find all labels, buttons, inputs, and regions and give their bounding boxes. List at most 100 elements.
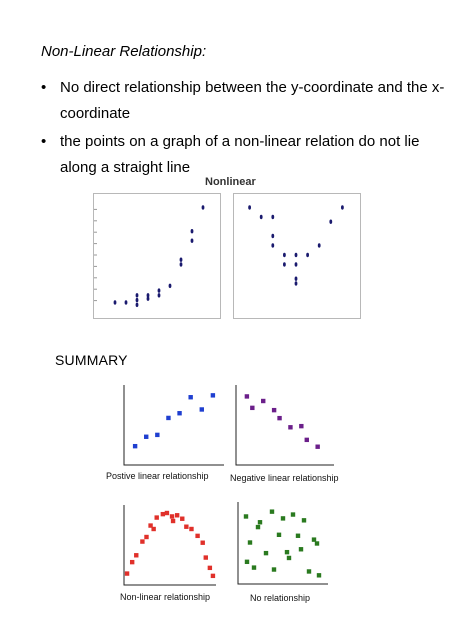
chart-axes — [237, 502, 328, 585]
data-point — [271, 567, 277, 572]
data-point — [306, 252, 309, 258]
section-heading-text: Non-Linear Relationship — [41, 43, 202, 60]
data-point — [255, 524, 261, 530]
nonlinear-chart-right-plot — [248, 205, 344, 286]
nonlinear-chart-left — [93, 193, 221, 319]
data-point — [316, 573, 322, 578]
data-point — [271, 214, 275, 220]
data-point — [166, 415, 171, 421]
data-point — [298, 547, 304, 552]
data-point — [261, 398, 266, 404]
data-point — [244, 559, 250, 565]
nonlinear-figure-title: Nonlinear — [205, 176, 256, 188]
data-point — [284, 549, 290, 555]
data-point — [203, 555, 208, 560]
data-point — [283, 252, 286, 258]
data-point — [304, 437, 309, 443]
data-point — [144, 434, 149, 439]
data-point — [201, 205, 205, 210]
data-point — [207, 565, 213, 571]
data-point — [146, 293, 150, 298]
data-point — [179, 257, 183, 262]
data-point — [129, 559, 135, 565]
data-point — [210, 393, 216, 398]
data-point — [271, 243, 275, 248]
data-point — [168, 283, 172, 289]
bullet-glyph: • — [41, 133, 47, 150]
data-point — [180, 516, 185, 521]
data-point — [113, 300, 117, 305]
bullet-item: • No direct relationship between the y-c… — [41, 75, 451, 127]
bullet-text: the points on a graph of a non-linear re… — [60, 133, 420, 176]
data-point — [140, 539, 145, 544]
data-point — [269, 509, 275, 514]
data-point — [154, 515, 159, 520]
data-point — [257, 520, 263, 525]
data-point — [299, 423, 304, 429]
data-point — [195, 533, 200, 539]
data-point — [210, 573, 216, 579]
data-point — [277, 415, 282, 421]
data-point — [271, 407, 277, 413]
data-point — [259, 214, 263, 220]
negative-linear-caption: Negative linear relationship — [230, 473, 339, 483]
data-point — [286, 555, 292, 561]
data-point — [135, 293, 139, 298]
data-point — [276, 532, 282, 537]
data-point — [248, 205, 251, 210]
data-point — [329, 219, 333, 224]
data-point — [263, 550, 269, 556]
non-linear-chart — [118, 503, 220, 589]
data-point — [146, 296, 150, 301]
data-point — [188, 395, 193, 400]
data-point — [199, 407, 204, 412]
data-point — [190, 229, 194, 234]
data-point — [243, 514, 249, 519]
data-point — [251, 565, 257, 570]
no-relationship-chart — [232, 500, 332, 588]
no-relationship-plot — [237, 502, 328, 585]
data-point — [174, 513, 180, 518]
data-point — [157, 293, 161, 298]
data-point — [135, 302, 139, 308]
data-point — [135, 297, 139, 303]
data-point — [177, 411, 182, 416]
data-point — [200, 540, 205, 545]
data-point — [290, 512, 296, 517]
data-point — [280, 516, 286, 521]
data-point — [244, 394, 250, 399]
positive-linear-caption: Postive linear relationship — [106, 471, 209, 481]
data-point — [311, 537, 317, 542]
data-point — [294, 281, 298, 286]
data-point — [184, 524, 189, 529]
data-point — [317, 243, 321, 248]
data-point — [189, 526, 194, 532]
data-point — [160, 511, 166, 517]
data-point — [144, 534, 149, 540]
negative-linear-chart — [230, 383, 338, 469]
data-point — [288, 425, 293, 430]
chart-axes — [123, 385, 224, 466]
nonlinear-chart-right — [233, 193, 361, 319]
bullet-text: No direct relationship between the y-coo… — [60, 79, 445, 122]
non-linear-caption: Non-linear relationship — [120, 592, 211, 602]
data-point — [169, 514, 175, 519]
data-point — [155, 432, 160, 438]
positive-linear-chart — [118, 383, 228, 469]
data-point — [134, 553, 139, 558]
data-point — [301, 518, 307, 523]
data-point — [148, 523, 153, 528]
summary-label: SUMMARY — [55, 352, 128, 368]
data-point — [170, 518, 176, 524]
data-point — [306, 569, 312, 574]
chart-axes — [235, 385, 334, 466]
bullet-item: • the points on a graph of a non-linear … — [41, 129, 451, 181]
nonlinear-chart-left-plot — [94, 205, 205, 308]
data-point — [179, 262, 183, 267]
chart-axes — [123, 505, 216, 586]
section-heading-colon: : — [201, 43, 207, 60]
data-point — [132, 443, 138, 449]
data-point — [124, 571, 130, 576]
negative-linear-plot — [235, 385, 334, 466]
data-point — [247, 540, 253, 545]
